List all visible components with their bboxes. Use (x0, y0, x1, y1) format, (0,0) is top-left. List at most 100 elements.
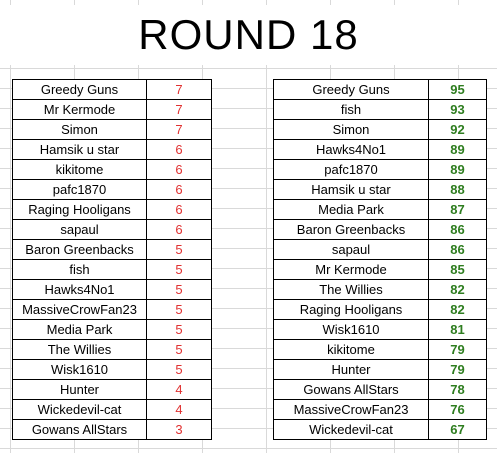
round-score-score-cell[interactable]: 6 (146, 139, 212, 160)
total-score-row: sapaul 86 (273, 239, 487, 260)
total-score-row: MassiveCrowFan23 76 (273, 399, 487, 420)
round-score-team-name-cell[interactable]: sapaul (12, 219, 147, 240)
round-title: ROUND 18 (0, 5, 497, 65)
total-score-row: Hamsik u star 88 (273, 179, 487, 200)
total-score-score-cell[interactable]: 95 (428, 79, 487, 100)
round-score-team-name-cell[interactable]: Wisk1610 (12, 359, 147, 380)
total-score-score-cell[interactable]: 78 (428, 379, 487, 400)
round-score-row: Wisk1610 5 (12, 359, 212, 380)
round-score-score-cell[interactable]: 4 (146, 379, 212, 400)
round-score-team-name-cell[interactable]: Gowans AllStars (12, 419, 147, 440)
round-score-team-name-cell[interactable]: Hamsik u star (12, 139, 147, 160)
total-score-team-name-cell[interactable]: Gowans AllStars (273, 379, 429, 400)
round-score-row: pafc1870 6 (12, 179, 212, 200)
total-score-score-cell[interactable]: 82 (428, 279, 487, 300)
total-score-score-cell[interactable]: 87 (428, 199, 487, 220)
total-score-score-cell[interactable]: 86 (428, 239, 487, 260)
total-score-score-cell[interactable]: 93 (428, 99, 487, 120)
total-score-team-name-cell[interactable]: Wisk1610 (273, 319, 429, 340)
round-score-score-cell[interactable]: 3 (146, 419, 212, 440)
round-score-score-cell[interactable]: 5 (146, 359, 212, 380)
total-score-team-name-cell[interactable]: Hunter (273, 359, 429, 380)
round-score-score-cell[interactable]: 4 (146, 399, 212, 420)
round-score-score-cell[interactable]: 5 (146, 239, 212, 260)
round-score-score-cell[interactable]: 5 (146, 319, 212, 340)
total-score-team-name-cell[interactable]: sapaul (273, 239, 429, 260)
round-score-team-name-cell[interactable]: MassiveCrowFan23 (12, 299, 147, 320)
total-score-row: fish 93 (273, 99, 487, 120)
round-score-team-name-cell[interactable]: Hawks4No1 (12, 279, 147, 300)
round-score-row: sapaul 6 (12, 219, 212, 240)
total-score-row: Wickedevil-cat 67 (273, 419, 487, 440)
round-score-score-cell[interactable]: 6 (146, 159, 212, 180)
total-score-row: Media Park 87 (273, 199, 487, 220)
round-score-team-name-cell[interactable]: Hunter (12, 379, 147, 400)
total-score-score-cell[interactable]: 76 (428, 399, 487, 420)
round-score-row: The Willies 5 (12, 339, 212, 360)
total-score-score-cell[interactable]: 79 (428, 339, 487, 360)
total-score-score-cell[interactable]: 86 (428, 219, 487, 240)
round-score-score-cell[interactable]: 5 (146, 339, 212, 360)
round-score-score-cell[interactable]: 5 (146, 279, 212, 300)
total-score-row: The Willies 82 (273, 279, 487, 300)
total-score-score-cell[interactable]: 89 (428, 139, 487, 160)
total-score-team-name-cell[interactable]: Raging Hooligans (273, 299, 429, 320)
total-score-row: Wisk1610 81 (273, 319, 487, 340)
total-score-team-name-cell[interactable]: pafc1870 (273, 159, 429, 180)
total-score-team-name-cell[interactable]: fish (273, 99, 429, 120)
total-score-team-name-cell[interactable]: The Willies (273, 279, 429, 300)
total-score-team-name-cell[interactable]: MassiveCrowFan23 (273, 399, 429, 420)
total-score-team-name-cell[interactable]: Wickedevil-cat (273, 419, 429, 440)
total-score-row: Greedy Guns 95 (273, 79, 487, 100)
total-score-row: Mr Kermode 85 (273, 259, 487, 280)
round-score-team-name-cell[interactable]: kikitome (12, 159, 147, 180)
total-score-team-name-cell[interactable]: Hamsik u star (273, 179, 429, 200)
round-score-score-cell[interactable]: 5 (146, 259, 212, 280)
total-score-score-cell[interactable]: 88 (428, 179, 487, 200)
total-score-score-cell[interactable]: 89 (428, 159, 487, 180)
total-score-score-cell[interactable]: 82 (428, 299, 487, 320)
round-score-row: Baron Greenbacks 5 (12, 239, 212, 260)
round-score-row: Greedy Guns 7 (12, 79, 212, 100)
round-score-row: Gowans AllStars 3 (12, 419, 212, 440)
total-score-team-name-cell[interactable]: Mr Kermode (273, 259, 429, 280)
total-score-row: Simon 92 (273, 119, 487, 140)
round-score-score-cell[interactable]: 7 (146, 99, 212, 120)
round-score-score-cell[interactable]: 5 (146, 299, 212, 320)
round-score-score-cell[interactable]: 7 (146, 79, 212, 100)
total-score-score-cell[interactable]: 85 (428, 259, 487, 280)
total-score-score-cell[interactable]: 67 (428, 419, 487, 440)
round-score-row: Mr Kermode 7 (12, 99, 212, 120)
total-score-team-name-cell[interactable]: Media Park (273, 199, 429, 220)
round-score-team-name-cell[interactable]: Wickedevil-cat (12, 399, 147, 420)
round-score-team-name-cell[interactable]: Baron Greenbacks (12, 239, 147, 260)
round-score-score-cell[interactable]: 6 (146, 199, 212, 220)
round-score-score-cell[interactable]: 7 (146, 119, 212, 140)
round-score-team-name-cell[interactable]: Simon (12, 119, 147, 140)
round-score-team-name-cell[interactable]: Raging Hooligans (12, 199, 147, 220)
round-score-score-cell[interactable]: 6 (146, 219, 212, 240)
round-score-row: Hamsik u star 6 (12, 139, 212, 160)
round-score-team-name-cell[interactable]: fish (12, 259, 147, 280)
round-score-score-cell[interactable]: 6 (146, 179, 212, 200)
total-score-row: Raging Hooligans 82 (273, 299, 487, 320)
round-score-team-name-cell[interactable]: The Willies (12, 339, 147, 360)
round-score-team-name-cell[interactable]: pafc1870 (12, 179, 147, 200)
round-score-team-name-cell[interactable]: Greedy Guns (12, 79, 147, 100)
total-score-score-cell[interactable]: 92 (428, 119, 487, 140)
round-score-team-name-cell[interactable]: Media Park (12, 319, 147, 340)
round-score-row: Hunter 4 (12, 379, 212, 400)
round-score-team-name-cell[interactable]: Mr Kermode (12, 99, 147, 120)
total-score-score-cell[interactable]: 79 (428, 359, 487, 380)
round-score-row: Wickedevil-cat 4 (12, 399, 212, 420)
round-score-row: MassiveCrowFan23 5 (12, 299, 212, 320)
round-score-row: kikitome 6 (12, 159, 212, 180)
total-score-team-name-cell[interactable]: Greedy Guns (273, 79, 429, 100)
total-score-score-cell[interactable]: 81 (428, 319, 487, 340)
total-score-team-name-cell[interactable]: Hawks4No1 (273, 139, 429, 160)
total-score-team-name-cell[interactable]: Baron Greenbacks (273, 219, 429, 240)
round-score-row: Hawks4No1 5 (12, 279, 212, 300)
total-score-team-name-cell[interactable]: Simon (273, 119, 429, 140)
total-score-row: kikitome 79 (273, 339, 487, 360)
total-score-team-name-cell[interactable]: kikitome (273, 339, 429, 360)
